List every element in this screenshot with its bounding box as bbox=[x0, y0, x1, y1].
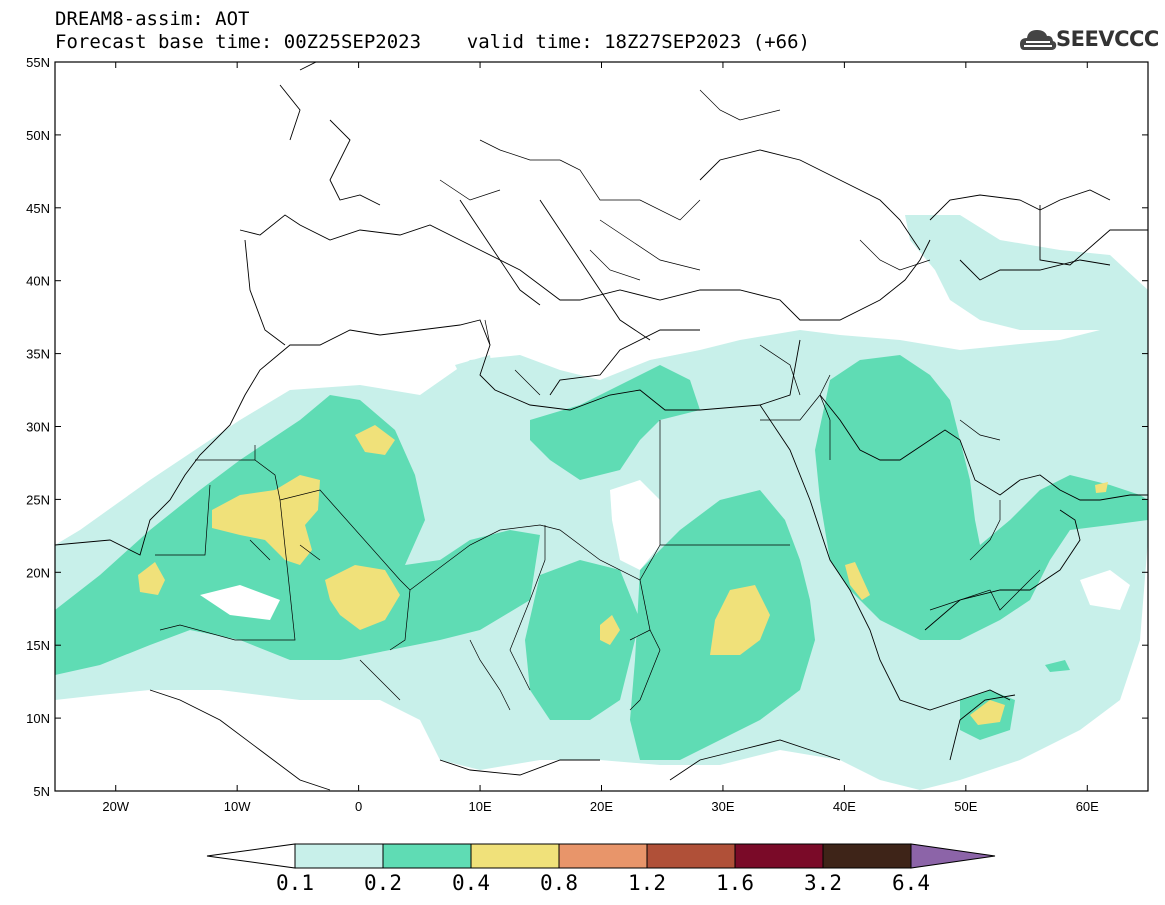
lon-label: 30E bbox=[711, 799, 734, 814]
colorbar-box bbox=[734, 843, 824, 869]
colorbar-under-arrow bbox=[206, 843, 296, 869]
lon-label: 60E bbox=[1076, 799, 1099, 814]
lat-label: 20N bbox=[26, 565, 50, 580]
lon-label: 50E bbox=[954, 799, 977, 814]
lat-label: 15N bbox=[26, 638, 50, 653]
lat-label: 30N bbox=[26, 420, 50, 435]
country-borders bbox=[155, 89, 1041, 711]
colorbar-labels: 0.1 0.2 0.4 0.8 1.2 1.6 3.2 6.4 bbox=[276, 871, 930, 895]
lon-label: 10E bbox=[468, 799, 491, 814]
map-title: DREAM8-assim: AOT bbox=[55, 8, 250, 30]
lat-label: 10N bbox=[26, 711, 50, 726]
colorbar-box bbox=[382, 843, 472, 869]
colorbar-box bbox=[294, 843, 384, 869]
lon-label: 20W bbox=[102, 799, 129, 814]
lat-label: 40N bbox=[26, 274, 50, 289]
lon-label: 10W bbox=[224, 799, 251, 814]
lon-label: 20E bbox=[590, 799, 613, 814]
coastlines-borders bbox=[55, 62, 1148, 791]
latitude-labels: 55N 50N 45N 40N 35N 30N 25N 20N 15N 10N 5N bbox=[26, 55, 50, 799]
colorbar-level-label: 0.4 bbox=[452, 871, 490, 895]
colorbar-box bbox=[470, 843, 560, 869]
colorbar bbox=[206, 843, 996, 869]
colorbar-level-label: 6.4 bbox=[892, 871, 930, 895]
lon-label: 40E bbox=[833, 799, 856, 814]
seevccc-logo: SEEVCCC bbox=[1056, 27, 1159, 51]
colorbar-level-label: 1.2 bbox=[628, 871, 666, 895]
lat-label: 55N bbox=[26, 55, 50, 70]
lat-label: 45N bbox=[26, 201, 50, 216]
cloud-icon bbox=[1020, 30, 1057, 50]
colorbar-level-label: 0.1 bbox=[276, 871, 314, 895]
axis-ticks bbox=[55, 61, 1148, 792]
lon-label: 0 bbox=[355, 799, 362, 814]
colorbar-box bbox=[822, 843, 912, 869]
colorbar-box bbox=[646, 843, 736, 869]
aot-field bbox=[55, 215, 1148, 790]
colorbar-level-label: 0.2 bbox=[364, 871, 402, 895]
colorbar-box bbox=[558, 843, 648, 869]
colorbar-level-label: 3.2 bbox=[804, 871, 842, 895]
colorbar-level-label: 0.8 bbox=[540, 871, 578, 895]
lat-label: 50N bbox=[26, 128, 50, 143]
lat-label: 5N bbox=[33, 784, 50, 799]
longitude-labels: 20W 10W 0 10E 20E 30E 40E 50E 60E bbox=[102, 799, 1099, 814]
forecast-time-info: Forecast base time: 00Z25SEP2023 valid t… bbox=[55, 31, 810, 53]
colorbar-level-label: 1.6 bbox=[716, 871, 754, 895]
lat-label: 35N bbox=[26, 347, 50, 362]
lat-label: 25N bbox=[26, 492, 50, 507]
colorbar-over-arrow bbox=[910, 843, 996, 869]
